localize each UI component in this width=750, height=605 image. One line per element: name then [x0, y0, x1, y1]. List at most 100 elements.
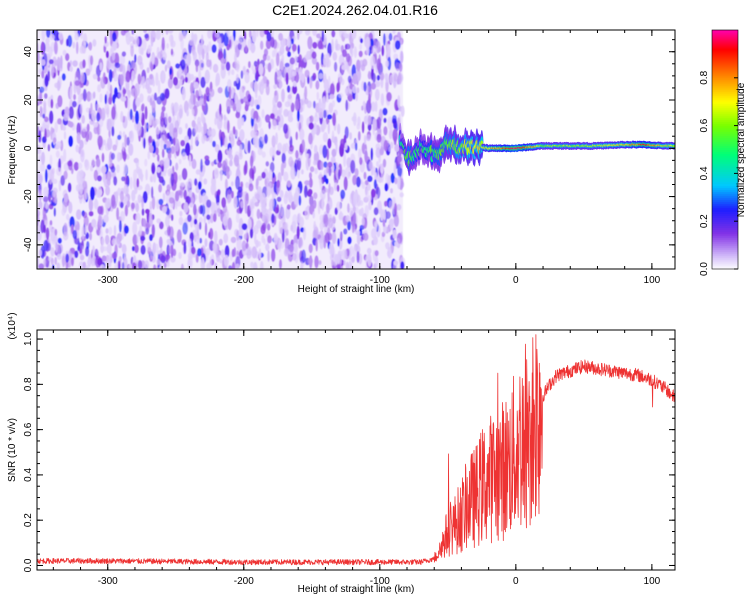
noise-dot [197, 248, 202, 257]
noise-dot [268, 121, 271, 130]
noise-dot [175, 190, 180, 202]
noise-dot [145, 169, 148, 181]
noise-dot [259, 127, 264, 142]
noise-dot [152, 79, 155, 87]
noise-dot [191, 32, 194, 42]
noise-dot [336, 201, 342, 211]
noise-dot [54, 196, 58, 204]
noise-dot [123, 152, 127, 162]
noise-dot [76, 209, 82, 220]
noise-dot [364, 180, 369, 186]
noise-dot [273, 215, 277, 226]
noise-dot [276, 115, 281, 123]
noise-dot [297, 152, 303, 161]
noise-dot [313, 160, 318, 166]
noise-dot [178, 174, 182, 181]
noise-dot [313, 192, 318, 200]
noise-dot [178, 216, 184, 226]
noise-dot [95, 103, 100, 110]
noise-dot [61, 73, 66, 81]
noise-dot [108, 129, 111, 138]
noise-dot [361, 121, 365, 134]
noise-dot [341, 249, 346, 261]
noise-dot [164, 88, 170, 99]
noise-dot [380, 93, 385, 106]
noise-dot [383, 126, 388, 136]
noise-dot [79, 248, 83, 254]
noise-dot [275, 132, 278, 145]
noise-dot [201, 34, 204, 48]
noise-dot [78, 94, 82, 103]
noise-dot [295, 131, 299, 141]
noise-dot [113, 176, 118, 186]
noise-dot [114, 62, 121, 69]
noise-dot [203, 178, 208, 185]
noise-dot [131, 70, 135, 82]
noise-dot [288, 156, 294, 167]
noise-dot [283, 160, 287, 169]
x-tick-label: -200 [234, 576, 254, 587]
noise-dot [151, 224, 155, 238]
noise-dot [77, 162, 83, 170]
colorbar-cell [712, 51, 738, 55]
noise-dot [37, 50, 40, 64]
noise-dot [385, 32, 389, 43]
noise-dot [338, 92, 344, 99]
noise-dot [204, 155, 210, 161]
noise-dot [153, 264, 157, 269]
noise-dot [240, 98, 244, 105]
noise-dot [51, 238, 57, 245]
noise-dot [154, 243, 159, 253]
noise-dot [234, 52, 237, 65]
noise-dot [214, 31, 220, 38]
colorbar-tick-label: 0.8 [699, 70, 710, 84]
y-tick-label: 0.8 [23, 377, 34, 391]
colorbar-cell [712, 239, 738, 242]
noise-dot [186, 109, 189, 117]
colorbar-cell [712, 103, 738, 107]
colorbar-cell [712, 121, 738, 125]
noise-dot [111, 252, 118, 259]
noise-dot [38, 249, 43, 257]
noise-dot [170, 173, 174, 187]
noise-dot [141, 208, 145, 216]
noise-dot [285, 228, 289, 236]
noise-dot [307, 36, 313, 50]
noise-dot [254, 201, 260, 207]
noise-dot [79, 183, 84, 195]
noise-dot [204, 158, 210, 166]
colorbar-cell [712, 219, 738, 222]
noise-dot [190, 135, 193, 148]
noise-dot [392, 128, 398, 142]
x-tick-label: 100 [644, 275, 661, 286]
noise-dot [200, 76, 206, 89]
y-tick-label: 0 [23, 145, 34, 151]
noise-dot [161, 148, 165, 158]
noise-dot [376, 80, 381, 88]
noise-dot [372, 45, 377, 55]
noise-dot [256, 30, 259, 38]
noise-dot [96, 157, 101, 168]
noise-dot [365, 187, 369, 199]
noise-dot [255, 91, 258, 99]
noise-dot [116, 207, 120, 221]
noise-dot [254, 193, 260, 200]
noise-dot [319, 214, 324, 222]
signal-mark [672, 145, 675, 147]
colorbar-cell [712, 75, 738, 79]
noise-dot [341, 30, 347, 37]
noise-dot [190, 197, 195, 203]
colorbar-cell [712, 185, 738, 188]
noise-dot [337, 238, 340, 247]
noise-dot [338, 212, 344, 221]
noise-dot [228, 39, 232, 48]
noise-dot [212, 140, 216, 148]
noise-dot [251, 196, 255, 206]
noise-dot [384, 200, 388, 207]
noise-dot [86, 91, 92, 102]
noise-dot [331, 30, 336, 38]
noise-dot [235, 263, 240, 269]
noise-dot [220, 169, 223, 182]
noise-dot [159, 159, 165, 167]
